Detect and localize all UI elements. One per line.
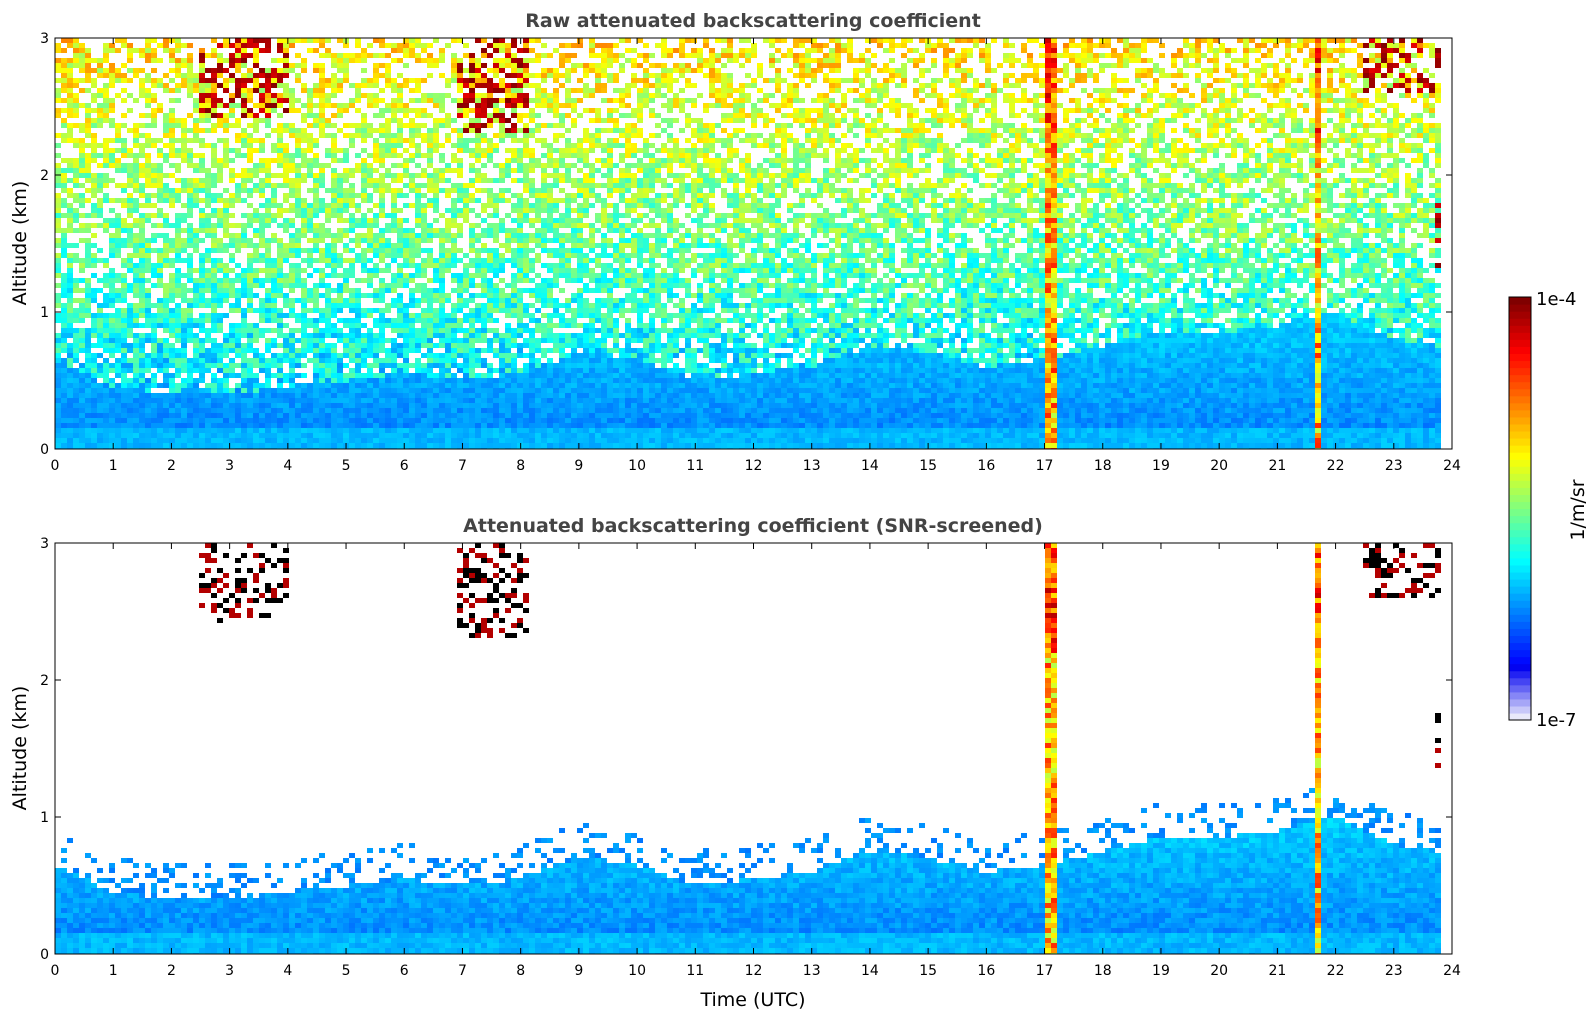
panel-2-xtick-label: 12 — [745, 963, 763, 979]
panel-2-xtick-label: 9 — [574, 963, 583, 979]
panel-1-xtick-label: 3 — [225, 458, 234, 474]
panel-2-xtick-label: 14 — [861, 963, 879, 979]
panel-2-xtick-label: 10 — [628, 963, 646, 979]
panel-1-xtick-label: 18 — [1094, 458, 1112, 474]
panel-1-xtick-label: 9 — [574, 458, 583, 474]
panel-2-xtick-label: 3 — [225, 963, 234, 979]
panel-2-xtick-label: 13 — [803, 963, 821, 979]
panel-2-xtick-label: 5 — [342, 963, 351, 979]
panel-2-xtick-label: 24 — [1443, 963, 1461, 979]
colorbar-min-label: 1e-7 — [1536, 710, 1576, 731]
panel-1-axes: 0 1 2 3 4 5 6 7 8 9 10 11 12 13 14 15 16 17 18 19 20 21 22 23 24… — [40, 31, 1461, 474]
panel-2-ytick-label: 3 — [40, 536, 49, 552]
panel-1-xtick-label: 8 — [516, 458, 525, 474]
panel-1-ytick-label: 1 — [40, 305, 49, 321]
panel-2-xtick-label: 4 — [283, 963, 292, 979]
panel-2-xtick-label: 16 — [977, 963, 995, 979]
panel-2-xtick-label: 15 — [919, 963, 937, 979]
panel-1-xtick-label: 12 — [745, 458, 763, 474]
panel-1-xtick-label: 22 — [1327, 458, 1345, 474]
panel-1-xtick-label: 20 — [1210, 458, 1228, 474]
panel-2-xtick-label: 20 — [1210, 963, 1228, 979]
panel-2-ytick-label: 1 — [40, 810, 49, 826]
panel-2-xtick-label: 8 — [516, 963, 525, 979]
panel-2-xtick-label: 6 — [400, 963, 409, 979]
panel-2-xtick-label: 2 — [167, 963, 176, 979]
panel-1-xtick-label: 10 — [628, 458, 646, 474]
panel-1-xtick-label: 21 — [1268, 458, 1286, 474]
panel-2-title: Attenuated backscattering coefficient (S… — [463, 515, 1043, 537]
panel-2-axes: 0 1 2 3 4 5 6 7 8 9 10 11 12 13 14 15 16 17 18 19 20 21 22 23 24… — [40, 536, 1461, 979]
panel-1-xtick-label: 23 — [1385, 458, 1403, 474]
panel-1-xtick-label: 16 — [977, 458, 995, 474]
panel-1-xtick-label: 19 — [1152, 458, 1170, 474]
panel-1-xtick-label: 7 — [458, 458, 467, 474]
panel-2-ytick-label: 2 — [40, 673, 49, 689]
panel-1-xtick-label: 11 — [686, 458, 704, 474]
panel-2-xtick-label: 18 — [1094, 963, 1112, 979]
panel-2-xtick-label: 7 — [458, 963, 467, 979]
panel-2-xtick-label: 1 — [109, 963, 118, 979]
panel-1-xtick-label: 15 — [919, 458, 937, 474]
panel-1-xtick-label: 24 — [1443, 458, 1461, 474]
panel-2-xlabel: Time (UTC) — [699, 989, 805, 1011]
panel-1-ylabel: Altitude (km) — [9, 181, 31, 306]
panel-1-xtick-label: 5 — [342, 458, 351, 474]
panel-1-ytick-label: 0 — [40, 442, 49, 458]
panel-2-xtick-label: 21 — [1268, 963, 1286, 979]
panel-1-xtick-label: 14 — [861, 458, 879, 474]
panel-1-xtick-label: 1 — [109, 458, 118, 474]
panel-2-xtick-label: 22 — [1327, 963, 1345, 979]
panel-2-ytick-label: 0 — [40, 947, 49, 963]
colorbar — [1509, 297, 1531, 721]
panel-1-xtick-label: 4 — [283, 458, 292, 474]
panel-2-heatmap — [55, 543, 1441, 954]
panel-2-xtick-label: 19 — [1152, 963, 1170, 979]
colorbar-max-label: 1e-4 — [1536, 289, 1576, 310]
panel-2-ylabel: Altitude (km) — [9, 686, 31, 811]
colorbar-frame — [1508, 296, 1532, 721]
colorbar-label: 1/m/sr — [1567, 479, 1589, 540]
panel-1-xtick-label: 6 — [400, 458, 409, 474]
panel-1-xtick-label: 0 — [51, 458, 60, 474]
panel-2-xtick-label: 23 — [1385, 963, 1403, 979]
panel-1-xtick-label: 13 — [803, 458, 821, 474]
panel-1-ytick-label: 3 — [40, 31, 49, 47]
panel-1-ytick-label: 2 — [40, 168, 49, 184]
panel-1-title: Raw attenuated backscattering coefficien… — [525, 10, 981, 32]
panel-1-xtick-label: 17 — [1036, 458, 1054, 474]
panel-2-xtick-label: 17 — [1036, 963, 1054, 979]
panel-2-xtick-label: 11 — [686, 963, 704, 979]
panel-1-xtick-label: 2 — [167, 458, 176, 474]
panel-2-xtick-label: 0 — [51, 963, 60, 979]
panel-1-heatmap — [55, 38, 1441, 449]
